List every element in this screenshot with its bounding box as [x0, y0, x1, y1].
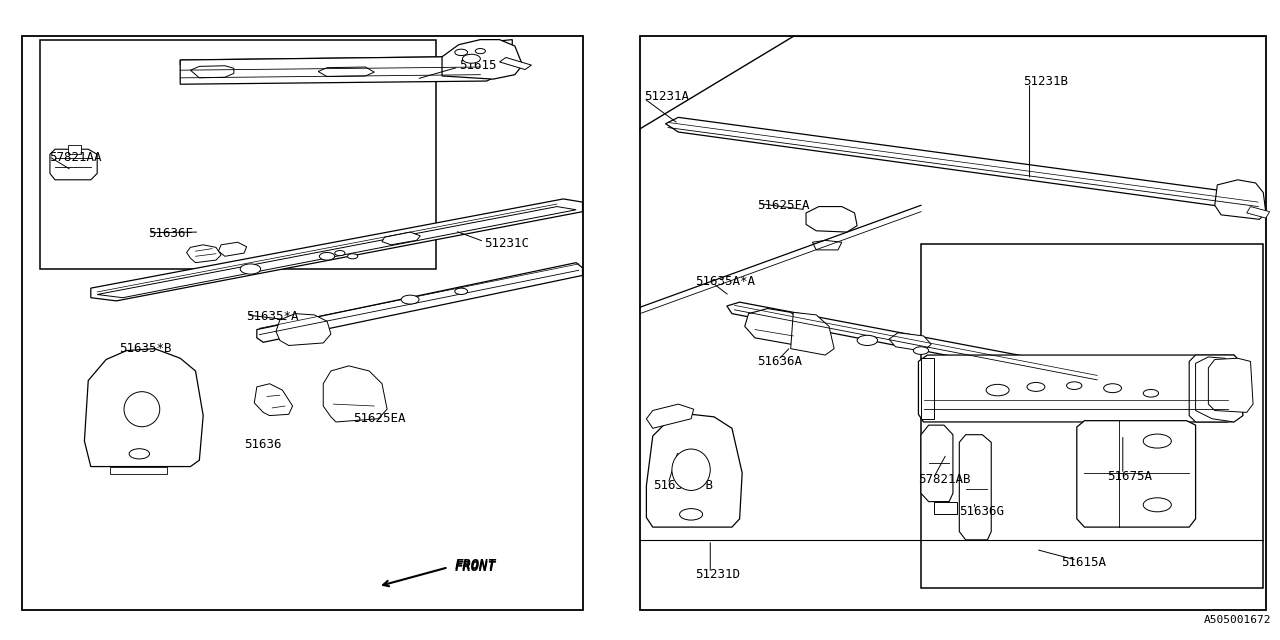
Polygon shape: [890, 333, 932, 351]
Polygon shape: [84, 349, 204, 467]
Polygon shape: [219, 243, 247, 256]
Bar: [640, 36, 1266, 610]
Polygon shape: [813, 241, 842, 250]
Polygon shape: [646, 414, 742, 527]
Circle shape: [454, 288, 467, 294]
Polygon shape: [110, 467, 168, 474]
Circle shape: [347, 253, 357, 259]
Bar: [40, 40, 435, 269]
Text: 51625FA: 51625FA: [758, 199, 810, 212]
Circle shape: [858, 335, 878, 346]
Polygon shape: [1189, 355, 1243, 422]
Polygon shape: [1196, 357, 1243, 422]
Polygon shape: [324, 366, 387, 422]
Circle shape: [462, 54, 480, 63]
Polygon shape: [180, 41, 499, 65]
Circle shape: [1027, 383, 1044, 392]
Text: FRONT: FRONT: [454, 558, 497, 572]
Text: 51636G: 51636G: [959, 505, 1005, 518]
Text: 51635*B: 51635*B: [119, 342, 172, 355]
Circle shape: [1143, 434, 1171, 448]
Polygon shape: [646, 404, 694, 428]
Polygon shape: [191, 66, 234, 78]
Circle shape: [1143, 390, 1158, 397]
Circle shape: [241, 264, 261, 274]
Text: 51615: 51615: [458, 59, 497, 72]
Polygon shape: [727, 302, 1102, 384]
Circle shape: [986, 385, 1009, 396]
Circle shape: [1103, 384, 1121, 393]
Text: 51635*A: 51635*A: [247, 310, 300, 323]
Text: 51635A*B: 51635A*B: [653, 479, 713, 492]
Bar: [22, 36, 582, 610]
Circle shape: [475, 49, 485, 54]
Circle shape: [680, 509, 703, 520]
Circle shape: [1143, 498, 1171, 512]
Polygon shape: [934, 502, 956, 515]
Polygon shape: [255, 384, 293, 415]
Polygon shape: [791, 312, 835, 355]
Text: 51636F: 51636F: [148, 227, 193, 241]
Text: 51636A: 51636A: [758, 355, 803, 368]
Text: 51636: 51636: [244, 438, 282, 451]
Text: A505001672: A505001672: [1203, 614, 1271, 625]
Polygon shape: [97, 207, 576, 298]
Polygon shape: [442, 40, 522, 79]
Circle shape: [914, 347, 929, 355]
Text: 51231D: 51231D: [695, 568, 740, 581]
Text: 57821AB: 57821AB: [919, 473, 972, 486]
Polygon shape: [180, 40, 512, 84]
Text: 51231B: 51231B: [1023, 74, 1069, 88]
Circle shape: [401, 295, 419, 304]
Polygon shape: [745, 308, 804, 344]
Polygon shape: [91, 199, 582, 301]
Ellipse shape: [672, 449, 710, 490]
Polygon shape: [1215, 180, 1266, 220]
Text: FRONT: FRONT: [454, 560, 497, 574]
Text: 51675A: 51675A: [1107, 470, 1152, 483]
Polygon shape: [806, 207, 858, 232]
Text: 51615A: 51615A: [1061, 556, 1106, 569]
Circle shape: [454, 49, 467, 56]
Text: 51231A: 51231A: [644, 90, 689, 104]
Polygon shape: [1208, 358, 1253, 412]
Polygon shape: [257, 262, 582, 342]
Text: 51625EA: 51625EA: [352, 412, 406, 425]
Text: 57821AA: 57821AA: [49, 151, 101, 164]
Polygon shape: [187, 245, 221, 262]
Ellipse shape: [124, 392, 160, 427]
Circle shape: [320, 252, 335, 260]
Polygon shape: [959, 435, 991, 540]
Polygon shape: [1247, 207, 1270, 218]
Polygon shape: [919, 355, 1243, 422]
Polygon shape: [68, 145, 81, 154]
Polygon shape: [50, 149, 97, 180]
Polygon shape: [319, 67, 374, 77]
Circle shape: [129, 449, 150, 459]
Polygon shape: [922, 425, 952, 502]
Circle shape: [1066, 382, 1082, 390]
Text: 51635A*A: 51635A*A: [695, 275, 755, 288]
Polygon shape: [1076, 420, 1196, 527]
Circle shape: [335, 250, 346, 255]
Text: 51231C: 51231C: [484, 237, 529, 250]
Polygon shape: [381, 232, 420, 245]
Polygon shape: [276, 314, 332, 346]
Polygon shape: [499, 58, 531, 70]
Polygon shape: [922, 358, 934, 419]
Polygon shape: [666, 117, 1260, 212]
Bar: [922, 244, 1263, 588]
